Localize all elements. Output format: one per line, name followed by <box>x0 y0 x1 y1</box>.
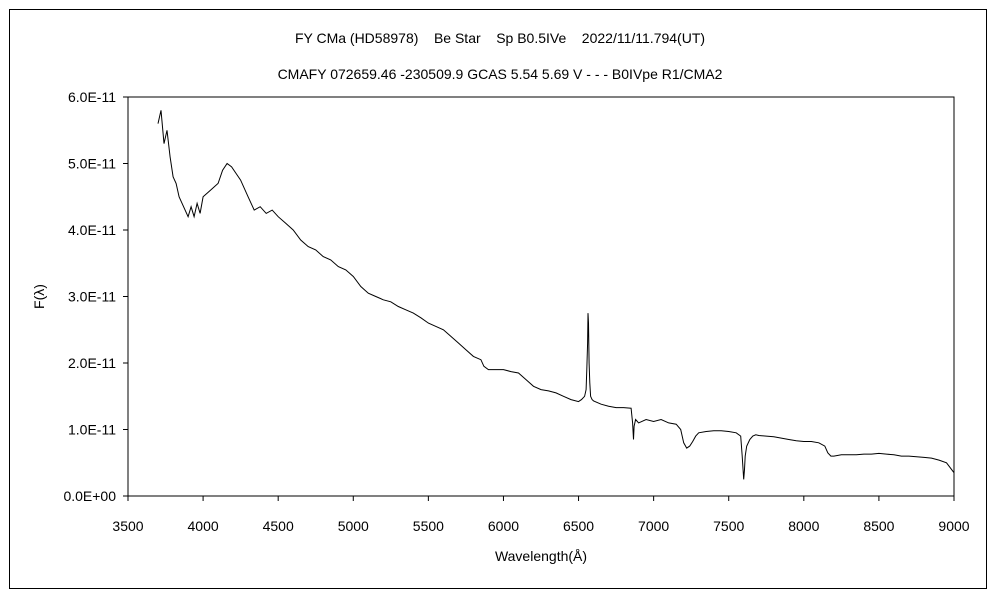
x-tick-label: 6000 <box>488 518 519 534</box>
chart-subtitle: CMAFY 072659.46 -230509.9 GCAS 5.54 5.69… <box>277 66 723 82</box>
x-tick-label: 9000 <box>938 518 969 534</box>
x-tick-label: 6500 <box>563 518 594 534</box>
y-axis-ticks: 0.0E+00 1.0E-11 2.0E-11 3.0E-11 4.0E-11 5.0E-… <box>63 89 128 504</box>
x-tick-label: 8000 <box>788 518 819 534</box>
x-tick-label: 7500 <box>713 518 744 534</box>
x-tick-label: 7000 <box>638 518 669 534</box>
x-tick-label: 4000 <box>188 518 219 534</box>
x-axis-label: Wavelength(Å) <box>495 548 587 564</box>
chart-frame <box>9 9 987 589</box>
spectrum-line <box>157 110 955 480</box>
plot-area <box>127 96 955 497</box>
x-axis-ticks: 3500 4000 4500 5000 5500 6000 6500 7000 7500 8000… <box>112 496 970 534</box>
y-tick-label: 2.0E-11 <box>68 355 116 371</box>
x-tick-label: 5000 <box>338 518 369 534</box>
x-tick-label: 4500 <box>263 518 294 534</box>
y-tick-label: 1.0E-11 <box>68 422 116 438</box>
y-tick-label: 0.0E+00 <box>63 488 116 504</box>
x-tick-label: 5500 <box>413 518 444 534</box>
y-axis-label: F(λ) <box>31 284 47 309</box>
y-tick-label: 6.0E-11 <box>68 89 116 105</box>
y-tick-label: 5.0E-11 <box>68 156 116 172</box>
y-tick-label: 4.0E-11 <box>68 222 116 238</box>
x-tick-label: 3500 <box>112 518 143 534</box>
x-tick-label: 8500 <box>863 518 894 534</box>
chart-title: FY CMa (HD58978) Be Star Sp B0.5IVe 2022… <box>294 30 706 46</box>
y-tick-label: 3.0E-11 <box>68 289 116 305</box>
